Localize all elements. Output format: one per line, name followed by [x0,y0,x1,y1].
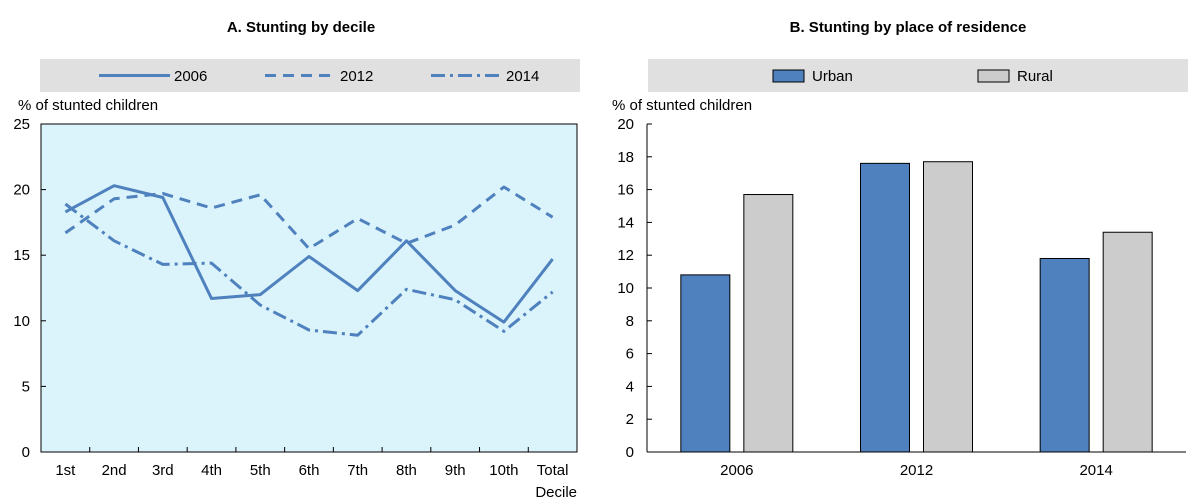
bar-rural-2006 [743,194,794,453]
x-tick-label: 5th [250,462,271,479]
y-tick-label: 20 [13,182,30,199]
y-tick-label: 18 [617,149,634,166]
legend-label-2014: 2014 [506,68,539,85]
legend-label-2012: 2012 [340,68,373,85]
y-tick-label: 12 [617,247,634,264]
y-tick-label: 16 [617,182,634,199]
legend-swatch-rural [977,69,1010,83]
x-tick-label: 4th [201,462,222,479]
y-tick-label: 10 [13,313,30,330]
x-tick-label: 10th [489,462,518,479]
panel-a-y-unit: % of stunted children [18,97,158,114]
bar-urban-2006 [680,274,731,453]
panel-a-plot-area [40,123,578,453]
x-tick-label: 2014 [1079,462,1112,479]
y-tick-label: 5 [22,378,30,395]
panel-b-legend-bg [648,59,1188,92]
panel-a-title: A. Stunting by decile [227,19,375,36]
x-tick-label: 2012 [900,462,933,479]
bar-rural-2014 [1102,231,1153,453]
y-tick-label: 6 [626,346,634,363]
bar-urban-2012 [860,162,910,453]
legend-label-2006: 2006 [174,68,207,85]
y-tick-label: 14 [617,214,634,231]
y-tick-label: 2 [626,411,634,428]
panel-b: B. Stunting by place of residence Urban … [612,19,1188,479]
panel-a: A. Stunting by decile 2006 2012 2014 % o… [13,19,580,501]
panel-b-legend: Urban Rural [772,68,1053,85]
panel-b-y-unit: % of stunted children [612,97,752,114]
series-line-2014 [64,202,554,337]
legend-swatch-urban [772,69,805,83]
y-tick-label: 8 [626,313,634,330]
y-tick-label: 15 [13,247,30,264]
x-tick-label: 1st [55,462,76,479]
x-tick-label: 3rd [152,462,174,479]
y-tick-label: 0 [22,444,30,461]
bar-urban-2014 [1039,257,1090,453]
y-tick-label: 20 [617,116,634,133]
x-tick-label: Total [537,462,569,479]
panel-a-x-axis-title: Decile [535,484,577,501]
x-tick-label: 6th [299,462,320,479]
x-tick-label: 9th [445,462,466,479]
y-tick-label: 10 [617,280,634,297]
x-tick-label: 7th [347,462,368,479]
y-tick-label: 25 [13,116,30,133]
series-line-2012 [64,185,554,251]
legend-label-urban: Urban [812,68,853,85]
x-tick-label: 8th [396,462,417,479]
x-tick-label: 2nd [102,462,127,479]
panel-b-title: B. Stunting by place of residence [790,19,1027,36]
bar-rural-2012 [923,161,973,453]
y-tick-label: 0 [626,444,634,461]
x-tick-label: 2006 [720,462,753,479]
panel-a-legend: 2006 2012 2014 [99,68,539,85]
legend-label-rural: Rural [1017,68,1053,85]
series-line-2006 [64,184,554,324]
y-tick-label: 4 [626,378,634,395]
